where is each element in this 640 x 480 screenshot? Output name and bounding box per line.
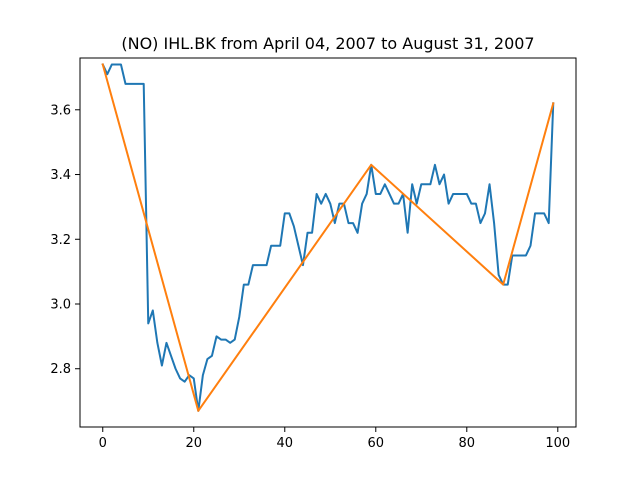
x-tick-label: 100 bbox=[545, 436, 570, 451]
x-tick-label: 40 bbox=[276, 436, 293, 451]
y-axis: 2.8 3.0 3.2 3.4 3.6 bbox=[50, 103, 80, 377]
x-axis: 0 20 40 60 80 100 bbox=[99, 427, 570, 451]
x-tick-label: 0 bbox=[99, 436, 107, 451]
y-tick-label: 3.4 bbox=[50, 168, 71, 183]
y-tick-label: 3.0 bbox=[50, 298, 71, 313]
y-tick-label: 2.8 bbox=[50, 362, 71, 377]
x-tick-label: 20 bbox=[185, 436, 202, 451]
plot-area bbox=[101, 63, 555, 412]
chart-title: (NO) IHL.BK from April 04, 2007 to Augus… bbox=[121, 34, 534, 53]
series-line-2 bbox=[101, 63, 555, 412]
x-tick-label: 60 bbox=[368, 436, 385, 451]
plot-frame bbox=[79, 57, 577, 428]
x-tick-label: 80 bbox=[459, 436, 476, 451]
y-tick-label: 3.2 bbox=[50, 233, 71, 248]
series-line-1 bbox=[101, 63, 555, 412]
y-tick-label: 3.6 bbox=[50, 103, 71, 118]
